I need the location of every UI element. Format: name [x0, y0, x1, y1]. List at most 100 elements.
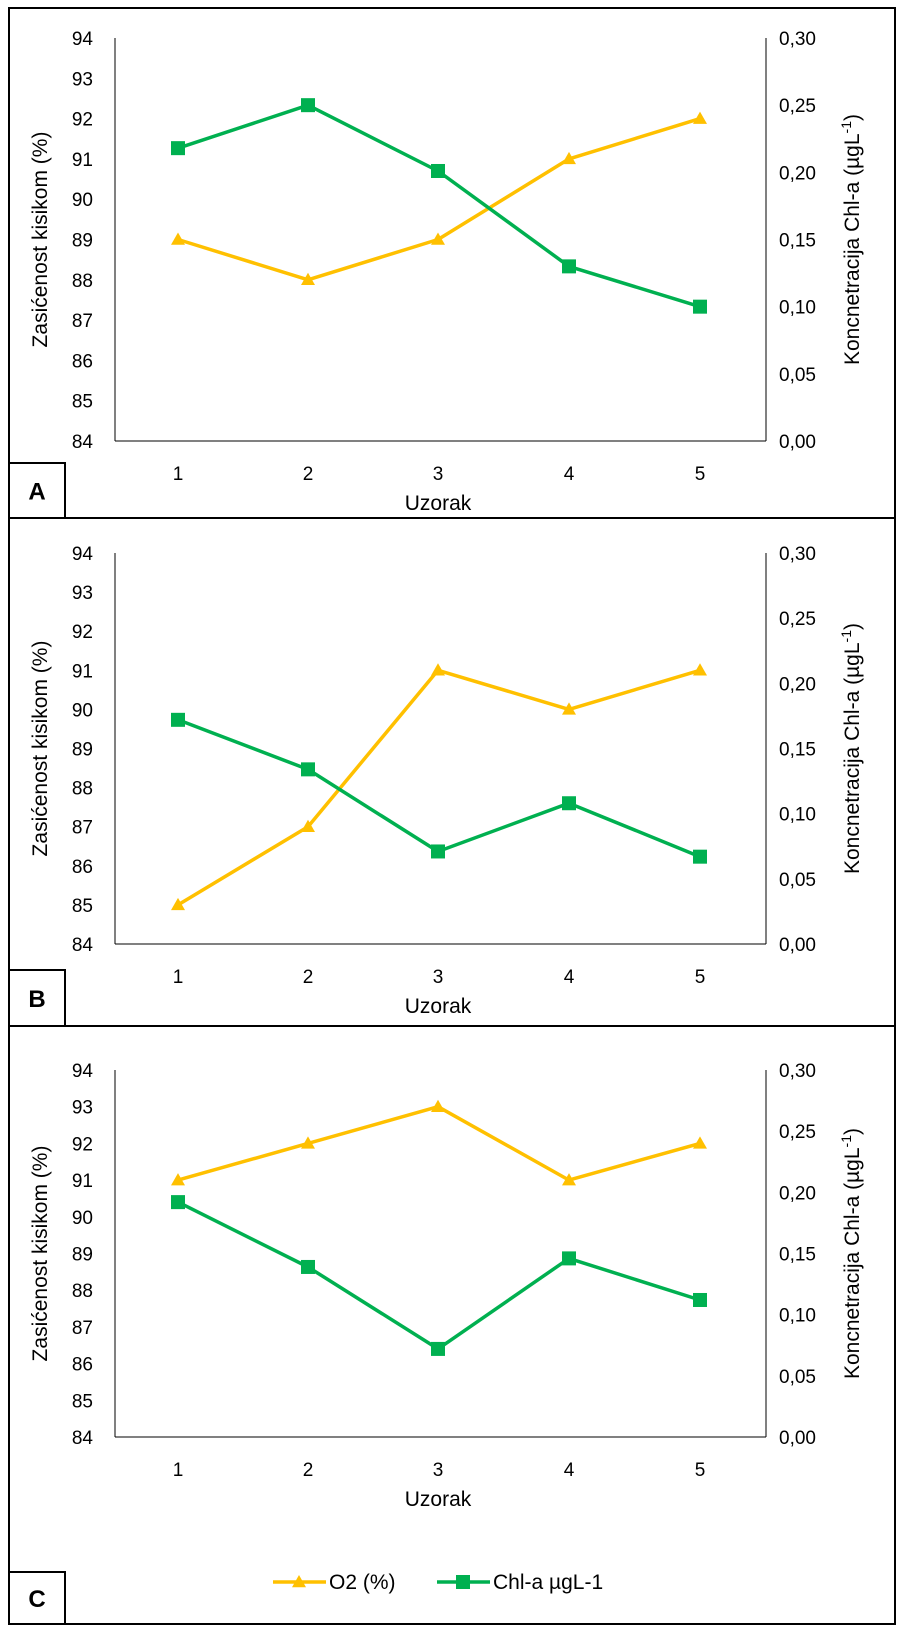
- y2-tick-label: 0,00: [779, 1428, 816, 1449]
- y2-axis-title-sup: -1: [838, 1135, 854, 1148]
- data-point: [301, 272, 315, 286]
- x-tick-label: 5: [695, 967, 706, 988]
- x-tick-label: 4: [564, 967, 575, 988]
- chart-panel-a: 84 85 86 87 88 89 90 91 92 93 94 0,00 0,05 0,10 0,15 0,…: [8, 7, 896, 519]
- y-tick-label: 90: [72, 1208, 93, 1229]
- y-tick-label: 84: [72, 432, 94, 453]
- series-line: [177, 668, 701, 907]
- y-tick-label: 89: [72, 231, 93, 252]
- panel-letter-box: [8, 462, 66, 519]
- y-tick-label: 85: [72, 896, 93, 917]
- data-point: [171, 1173, 185, 1186]
- y-tick-label: 91: [72, 1171, 93, 1192]
- data-point: [171, 897, 185, 911]
- data-point: [562, 151, 576, 165]
- y2-tick-label: 0,30: [779, 544, 816, 565]
- chart-panel-b: 84 85 86 87 88 89 90 91 92 93 94 0,00 0,05 0,10 0,15 0,…: [8, 517, 896, 1027]
- y2-tick-label: 0,20: [779, 163, 816, 184]
- y-tick-label: 84: [72, 935, 94, 956]
- data-point: [431, 1099, 445, 1112]
- y2-tick-label: 0,15: [779, 231, 816, 252]
- series-line: [177, 718, 701, 859]
- x-tick-label: 1: [173, 1460, 184, 1481]
- y2-tick-label: 0,20: [779, 674, 816, 695]
- x-axis-title: Uzorak: [405, 995, 472, 1018]
- data-point: [171, 232, 185, 245]
- data-point: [693, 1292, 707, 1307]
- y-tick-label: 93: [72, 583, 93, 604]
- panel-letter: B: [28, 986, 45, 1013]
- series-line: [177, 103, 701, 309]
- data-point: [562, 1173, 576, 1186]
- y2-tick-label: 0,30: [779, 1061, 816, 1082]
- x-tick-label: 3: [433, 1460, 444, 1481]
- y-tick-label: 89: [72, 740, 93, 761]
- y-axis-title: Zasićenost kisikom (%): [29, 1146, 52, 1362]
- x-tick-label: 5: [695, 1460, 706, 1481]
- panel-letter-box: [8, 1571, 66, 1625]
- series-line: [177, 1200, 701, 1351]
- y-tick-label: 86: [72, 1355, 93, 1376]
- y-tick-label: 87: [72, 311, 93, 332]
- y-tick-label: 91: [72, 150, 93, 171]
- y-tick-label: 84: [72, 1428, 94, 1449]
- y-tick-label: 88: [72, 271, 93, 292]
- y-tick-label: 86: [72, 857, 93, 878]
- x-tick-label: 1: [173, 967, 184, 988]
- data-point: [693, 849, 707, 864]
- y2-axis-title-close: ): [841, 114, 864, 121]
- data-point: [301, 1259, 315, 1274]
- data-point: [693, 663, 707, 676]
- y2-tick-label: 0,10: [779, 298, 816, 319]
- legend-label: Chl-a µgL-1: [493, 1571, 603, 1594]
- series-chl-a: [171, 1195, 707, 1356]
- y-tick-label: 88: [72, 1281, 93, 1302]
- y2-axis-title: Koncnetracija Chl-a (µgL-1): [838, 114, 864, 365]
- data-point: [171, 1195, 185, 1210]
- panel-letter-box: [8, 969, 66, 1027]
- legend: O2 (%) Chl-a µgL-1: [273, 1571, 603, 1594]
- data-point: [693, 111, 707, 124]
- panel-letter: A: [28, 479, 45, 506]
- data-point: [693, 1136, 707, 1149]
- y2-axis-title-sup: -1: [838, 121, 854, 134]
- y2-tick-label: 0,30: [779, 29, 816, 50]
- data-point: [301, 1136, 315, 1149]
- data-point: [431, 844, 445, 859]
- data-point: [431, 232, 445, 245]
- data-point: [301, 762, 315, 777]
- y2-tick-label: 0,05: [779, 870, 816, 891]
- y-tick-label: 94: [72, 544, 94, 565]
- data-point: [301, 98, 315, 113]
- x-tick-label: 4: [564, 1460, 575, 1481]
- x-tick-label: 2: [303, 1460, 314, 1481]
- y-tick-label: 87: [72, 1318, 93, 1339]
- x-tick-label: 2: [303, 464, 314, 485]
- y-tick-label: 86: [72, 351, 93, 372]
- panel-border: [8, 517, 896, 1027]
- legend-marker: [292, 1575, 306, 1588]
- data-point: [431, 1341, 445, 1356]
- y2-tick-label: 0,05: [779, 1367, 816, 1388]
- y-tick-label: 87: [72, 818, 93, 839]
- chart-panel-c: 84 85 86 87 88 89 90 91 92 93 94 0,00 0,05 0,10 0,15 0,…: [8, 1025, 896, 1625]
- y2-axis-title: Koncnetracija Chl-a (µgL-1): [838, 1128, 864, 1379]
- y-tick-label: 93: [72, 1098, 93, 1119]
- data-point: [562, 259, 576, 274]
- series-chl-a: [171, 712, 707, 864]
- y2-tick-label: 0,20: [779, 1183, 816, 1204]
- x-tick-label: 1: [173, 464, 184, 485]
- y2-axis-title-close: ): [841, 1128, 864, 1135]
- y-tick-label: 94: [72, 29, 94, 50]
- y2-axis-title-sup: -1: [838, 630, 854, 643]
- y2-axis-title-main: Koncnetracija Chl-a (µgL: [841, 133, 864, 365]
- y-tick-label: 89: [72, 1245, 93, 1266]
- y2-tick-label: 0,25: [779, 1122, 816, 1143]
- y-tick-label: 85: [72, 392, 93, 413]
- data-point: [301, 819, 315, 832]
- y2-tick-label: 0,05: [779, 365, 816, 386]
- y2-tick-label: 0,15: [779, 740, 816, 761]
- y2-tick-label: 0,10: [779, 805, 816, 826]
- y2-axis-title-close: ): [841, 623, 864, 630]
- data-point: [431, 663, 445, 676]
